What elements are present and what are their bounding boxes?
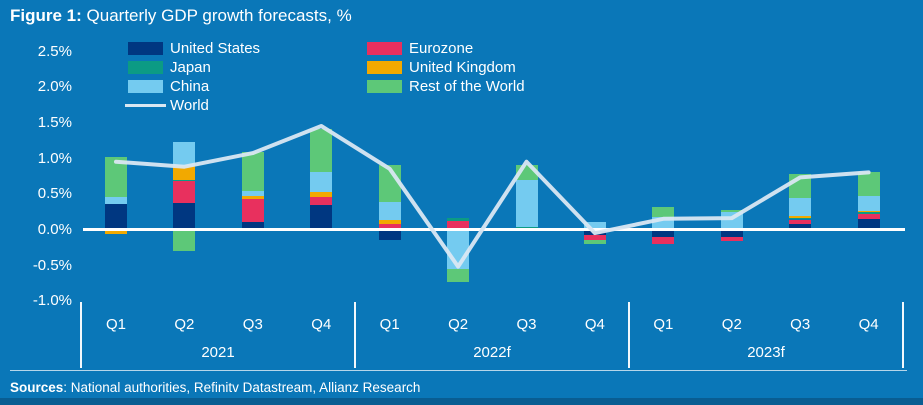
- bar-segment-china-q5: [447, 229, 470, 269]
- bar-segment-rest-of-the-world-q1: [173, 229, 196, 251]
- y-tick-label: 1.5%: [37, 113, 72, 131]
- figure-title-text: Quarterly GDP growth forecasts, %: [81, 6, 352, 25]
- x-tick-quarter-label: Q2: [448, 316, 469, 333]
- bar-segment-united-states-q3: [310, 204, 333, 230]
- figure-title: Figure 1: Quarterly GDP growth forecasts…: [10, 6, 352, 26]
- x-tick-quarter-label: Q3: [790, 316, 811, 333]
- bar-segment-china-q9: [720, 212, 743, 230]
- y-tick-label: -0.5%: [32, 256, 72, 274]
- bar-segment-rest-of-the-world-q0: [105, 157, 127, 197]
- x-year-label: 2021: [201, 344, 235, 361]
- bar-segment-eurozone-q2: [241, 198, 264, 222]
- bar-segment-united-states-q1: [173, 203, 196, 230]
- bar-segment-rest-of-the-world-q5: [447, 268, 470, 283]
- x-tick-quarter-label: Q2: [174, 316, 195, 333]
- bar-segment-eurozone-q9: [720, 236, 743, 241]
- bar-segment-rest-of-the-world-q6: [515, 164, 538, 181]
- x-tick-quarter-label: Q4: [311, 316, 332, 333]
- bar-segment-rest-of-the-world-q7: [583, 240, 606, 245]
- year-group-separator: [354, 302, 356, 368]
- y-tick-label: 0.5%: [37, 185, 72, 203]
- bar-segment-rest-of-the-world-q4: [378, 164, 401, 203]
- y-tick-label: -1.0%: [32, 292, 72, 310]
- bottom-edge-strip: [0, 398, 923, 405]
- legend-label-china: China: [170, 78, 210, 96]
- legend-label-united-states: United States: [170, 39, 261, 57]
- bar-segment-china-q1: [173, 142, 196, 166]
- bar-segment-eurozone-q10: [789, 219, 812, 224]
- sources-label: Sources: [10, 380, 64, 395]
- bar-segment-rest-of-the-world-q8: [652, 207, 675, 217]
- bar-segment-united-kingdom-q2: [241, 195, 264, 199]
- bar-segment-japan-q1: [173, 179, 196, 181]
- bar-segment-rest-of-the-world-q11: [857, 172, 880, 196]
- legend-label-japan: Japan: [170, 58, 211, 76]
- bar-segment-rest-of-the-world-q10: [789, 173, 812, 199]
- legend-label-united-kingdom: United Kingdom: [409, 58, 516, 76]
- x-tick-quarter-label: Q4: [584, 316, 605, 333]
- x-tick-quarter-label: Q3: [516, 316, 537, 333]
- x-tick-quarter-label: Q2: [721, 316, 742, 333]
- world-line: [114, 124, 871, 269]
- x-tick-quarter-label: Q1: [653, 316, 674, 333]
- bar-segment-united-states-q0: [105, 203, 127, 230]
- bar-segment-united-kingdom-q1: [173, 166, 196, 180]
- legend-swatch-rest-of-the-world: [367, 80, 402, 94]
- x-year-label: 2022f: [473, 344, 511, 361]
- legend-label-world: World: [170, 97, 209, 115]
- year-group-separator: [628, 302, 630, 368]
- legend-label-eurozone: Eurozone: [409, 39, 474, 57]
- bar-segment-japan-q11: [857, 212, 880, 214]
- y-tick-label: 1.0%: [37, 149, 72, 167]
- bar-segment-eurozone-q1: [173, 180, 196, 203]
- legend-swatch-china: [128, 80, 163, 94]
- bar-segment-japan-q10: [789, 218, 812, 220]
- figure-title-prefix: Figure 1:: [10, 6, 82, 25]
- year-group-separator: [80, 302, 82, 368]
- year-group-separator: [902, 302, 904, 368]
- x-tick-quarter-label: Q1: [105, 316, 126, 333]
- x-tick-quarter-label: Q1: [379, 316, 400, 333]
- x-tick-quarter-label: Q3: [242, 316, 263, 333]
- bar-segment-rest-of-the-world-q9: [720, 209, 743, 213]
- bar-segment-united-kingdom-q11: [857, 210, 880, 213]
- bar-segment-united-kingdom-q3: [310, 191, 333, 197]
- legend-label-rest-of-the-world: Rest of the World: [409, 78, 525, 96]
- sources-text: : National authorities, Refinitv Datastr…: [63, 380, 421, 395]
- y-tick-label: 2.5%: [37, 42, 72, 60]
- x-tick-quarter-label: Q4: [858, 316, 879, 333]
- bar-segment-japan-q5: [447, 218, 470, 221]
- x-year-label: 2023f: [747, 344, 785, 361]
- bar-segment-eurozone-q8: [652, 236, 675, 244]
- bar-segment-china-q4: [378, 202, 401, 221]
- bar-segment-eurozone-q3: [310, 196, 333, 205]
- axis-bottom-line: [10, 370, 907, 371]
- bar-segment-united-kingdom-q10: [789, 215, 812, 218]
- bar-segment-china-q0: [105, 196, 127, 204]
- bar-segment-china-q3: [310, 171, 333, 192]
- bar-segment-united-kingdom-q4: [378, 220, 401, 224]
- bar-segment-china-q2: [241, 190, 264, 196]
- bar-segment-china-q6: [515, 180, 538, 228]
- bar-segment-eurozone-q11: [857, 213, 880, 219]
- bar-segment-rest-of-the-world-q3: [310, 128, 333, 172]
- legend-line-world: [125, 104, 166, 108]
- bar-segment-china-q11: [857, 195, 880, 211]
- bar-segment-china-q10: [789, 198, 812, 216]
- y-tick-label: 0.0%: [37, 221, 72, 238]
- bar-segment-rest-of-the-world-q2: [241, 152, 264, 191]
- bar-segment-united-states-q4: [378, 229, 401, 240]
- legend-swatch-united-kingdom: [367, 60, 402, 74]
- y-tick-label: 2.0%: [37, 78, 72, 96]
- sources-note: Sources: National authorities, Refinitv …: [10, 380, 420, 395]
- zero-axis-line: [83, 228, 905, 231]
- legend-swatch-united-states: [128, 41, 163, 55]
- legend-swatch-eurozone: [367, 41, 402, 55]
- legend-swatch-japan: [128, 60, 163, 74]
